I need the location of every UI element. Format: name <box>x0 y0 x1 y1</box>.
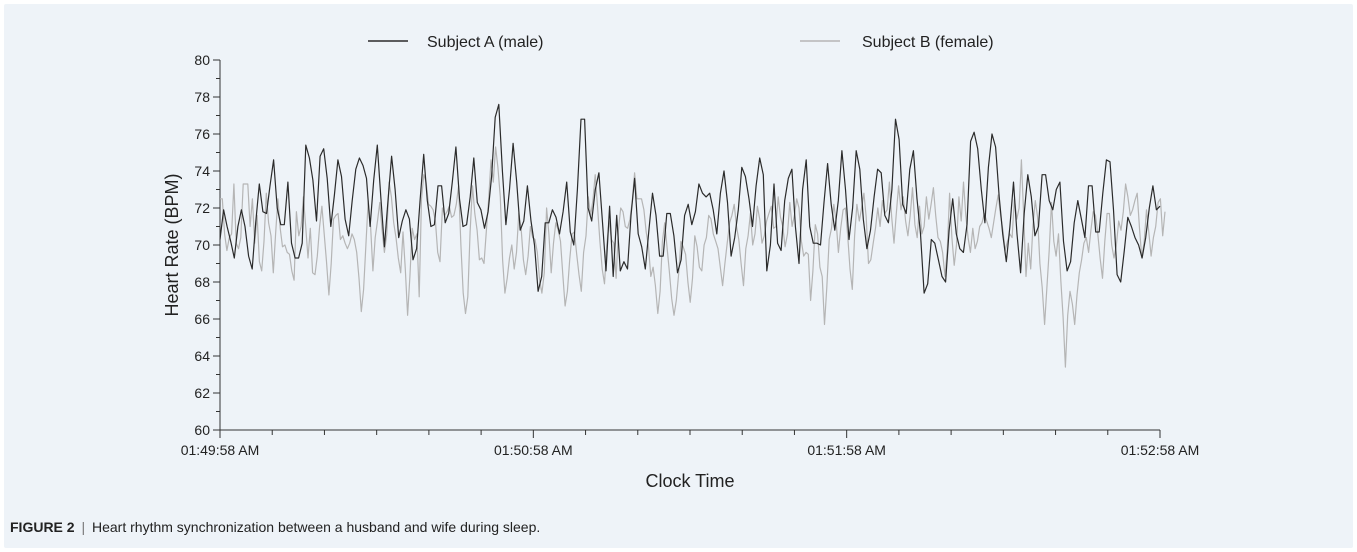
y-axis-label: Heart Rate (BPM) <box>162 173 182 316</box>
x-axis-label: Clock Time <box>645 471 734 491</box>
y-tick-label: 68 <box>194 274 210 290</box>
caption-separator: | <box>81 519 86 535</box>
y-tick-label: 66 <box>194 311 210 327</box>
x-tick-label: 01:51:58 AM <box>807 442 886 458</box>
figure-caption: FIGURE 2 | Heart rhythm synchronization … <box>10 519 540 535</box>
x-tick-label: 01:52:58 AM <box>1121 442 1200 458</box>
y-tick-label: 74 <box>194 163 210 179</box>
y-tick-label: 78 <box>194 89 210 105</box>
y-tick-label: 80 <box>194 52 210 68</box>
series-line-subject-b <box>220 146 1166 368</box>
y-tick-label: 62 <box>194 385 210 401</box>
y-tick-label: 64 <box>194 348 210 364</box>
legend-label: Subject A (male) <box>427 34 544 51</box>
caption-text: Heart rhythm synchronization between a h… <box>92 519 541 535</box>
series-line-subject-a <box>219 103 1161 294</box>
y-tick-label: 72 <box>194 200 210 216</box>
plot-area: 60 62 64 66 68 70 72 74 76 78 80 01:49:58 AM 01:50:5… <box>162 34 1199 491</box>
x-tick-label: 01:49:58 AM <box>181 442 260 458</box>
figure-label: FIGURE 2 <box>10 519 75 535</box>
y-tick-label: 60 <box>194 422 210 438</box>
y-tick-label: 76 <box>194 126 210 142</box>
legend-label: Subject B (female) <box>862 34 994 51</box>
y-tick-label: 70 <box>194 237 210 253</box>
x-tick-label: 01:50:58 AM <box>494 442 573 458</box>
